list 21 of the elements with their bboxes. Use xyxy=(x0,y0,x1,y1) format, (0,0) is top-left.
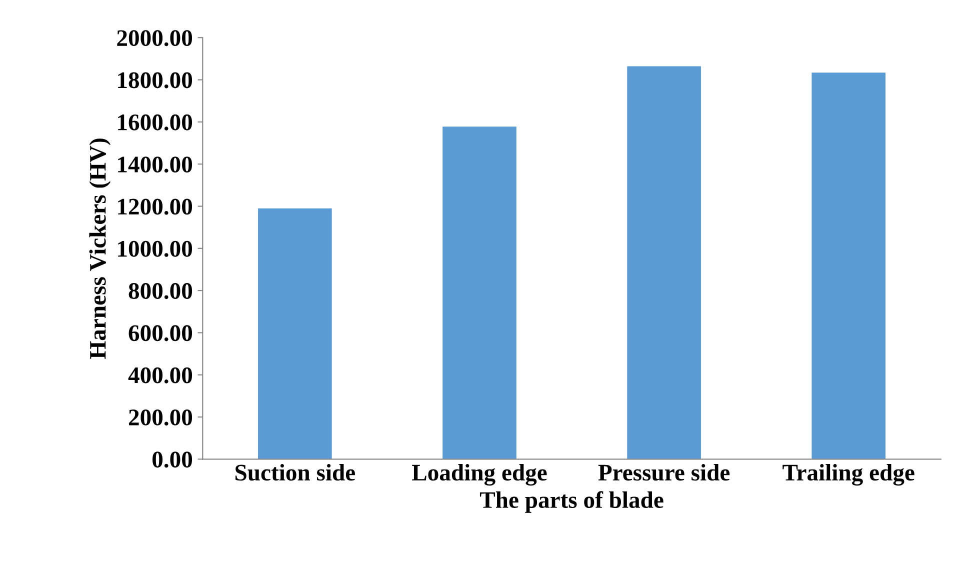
x-tick-label: Loading edge xyxy=(412,464,547,486)
y-tick-label: 1400.00 xyxy=(118,156,192,173)
x-tick-label: Trailing edge xyxy=(782,464,914,486)
bar xyxy=(442,126,516,460)
x-tick-label: Pressure side xyxy=(598,464,730,481)
y-tick-label: 2000.00 xyxy=(117,30,192,46)
y-tick-label: 800.00 xyxy=(128,283,192,300)
y-tick-label: 1600.00 xyxy=(118,114,192,130)
y-tick-label: 0.00 xyxy=(152,452,192,468)
bar xyxy=(258,208,332,460)
bar xyxy=(812,72,886,460)
y-tick-label: 400.00 xyxy=(128,367,192,384)
y-tick-label: 600.00 xyxy=(128,325,192,342)
y-tick-label: 1200.00 xyxy=(118,198,192,215)
x-axis-title: The parts of blade xyxy=(480,491,664,513)
bar xyxy=(627,66,701,460)
y-tick-label: 1000.00 xyxy=(118,240,192,257)
y-axis-title: Harness Vickers (HV) xyxy=(89,138,111,359)
x-tick-label: Suction side xyxy=(236,464,355,481)
y-tick-label: 1800.00 xyxy=(118,72,192,88)
y-tick-label: 200.00 xyxy=(128,409,192,426)
